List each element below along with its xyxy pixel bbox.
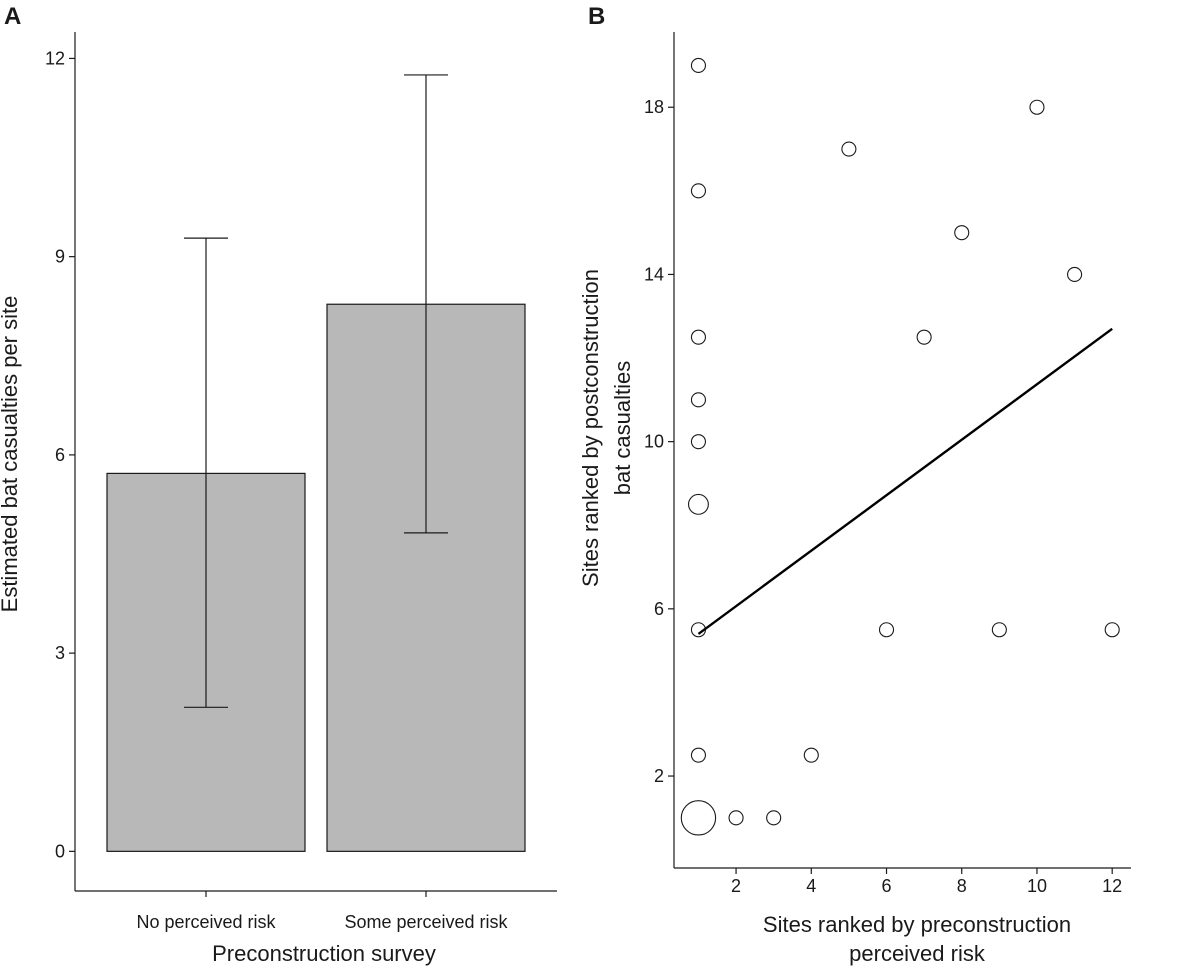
scatter-point-10 — [728, 810, 744, 826]
panel-a-plot-area: 0 3 6 9 12 No perceived risk Some perceived ri… — [45, 32, 557, 932]
panel-b-x-axis-title-line-1: Sites ranked by preconstruction — [763, 912, 1071, 937]
scatter-point-19 — [1067, 266, 1083, 282]
scatter-point-12 — [803, 747, 819, 763]
scatter-point-5 — [690, 434, 706, 450]
panel-b-x-tick-label: 8 — [957, 876, 967, 896]
panel-a-x-axis-title: Preconstruction survey — [212, 941, 436, 966]
scatter-point-18 — [1029, 99, 1045, 115]
scatter-point-11 — [766, 810, 782, 826]
panel-b-y-axis-title-wrap: Sites ranked by postconstruction bat cas… — [578, 269, 635, 587]
panel-b-x-tick-label: 12 — [1102, 876, 1122, 896]
scatter-point-1 — [690, 57, 706, 73]
panel-b-x-tick-label: 4 — [806, 876, 816, 896]
panel-b-y-tick-label: 14 — [644, 264, 664, 284]
panel-a-y-tick-label: 12 — [45, 48, 65, 68]
scatter-point-13 — [841, 141, 857, 157]
panel-b-x-axis-title-line-2: perceived risk — [849, 941, 986, 966]
panel-b-y-tick-label: 2 — [654, 766, 664, 786]
panel-a: A Estimated bat casualties per site Prec… — [0, 3, 557, 966]
panel-b-x-tick-label: 2 — [731, 876, 741, 896]
scatter-point-4 — [690, 392, 706, 408]
panel-b-y-tick-label: 18 — [644, 97, 664, 117]
panel-a-y-tick-label: 0 — [55, 841, 65, 861]
panel-a-y-tick-label: 3 — [55, 643, 65, 663]
panel-a-y-tick-label: 9 — [55, 247, 65, 267]
panel-a-y-axis-title-wrap: Estimated bat casualties per site — [0, 296, 22, 613]
scatter-point-15 — [916, 329, 932, 345]
panel-b-y-tick-label: 6 — [654, 599, 664, 619]
panel-a-label: A — [4, 3, 21, 30]
panel-a-x-tick-label: No perceived risk — [136, 912, 276, 932]
scatter-point-20 — [1104, 622, 1120, 638]
panel-b-x-tick-label: 6 — [882, 876, 892, 896]
panel-b-y-axis-title-line-1: Sites ranked by postconstruction — [578, 269, 603, 587]
scatter-point-8 — [690, 747, 706, 763]
panel-b-y-axis-title-line-2: bat casualties — [610, 361, 635, 496]
trend-line — [697, 327, 1113, 635]
scatter-point-17 — [991, 622, 1007, 638]
panel-b-label: B — [588, 3, 605, 30]
panel-a-y-axis-title: Estimated bat casualties per site — [0, 296, 22, 613]
scatter-point-3 — [690, 329, 706, 345]
scatter-point-6 — [687, 493, 709, 515]
panel-b: B Sites ranked by postconstruction bat c… — [578, 3, 1131, 966]
panel-a-x-tick-label: Some perceived risk — [344, 912, 508, 932]
scatter-point-16 — [954, 225, 970, 241]
scatter-point-14 — [878, 622, 895, 638]
scatter-point-9 — [680, 800, 717, 836]
panel-b-y-tick-label: 10 — [644, 432, 664, 452]
panel-a-y-tick-label: 6 — [55, 445, 65, 465]
panel-b-x-tick-label: 10 — [1027, 876, 1047, 896]
panel-b-plot-area: 2 6 10 14 18 2 4 6 8 10 12 — [644, 32, 1131, 896]
scatter-point-2 — [690, 183, 706, 199]
